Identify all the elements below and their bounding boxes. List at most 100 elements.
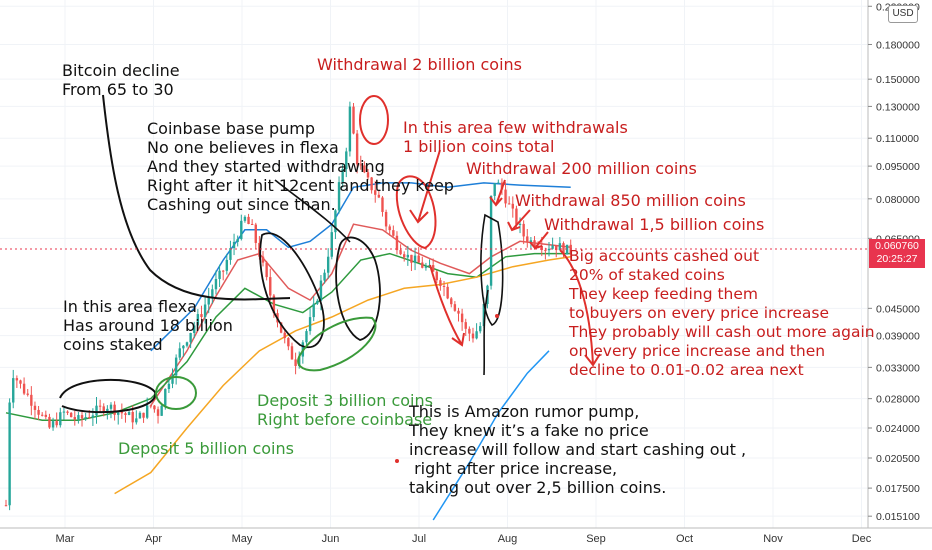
candle-body — [174, 357, 178, 376]
hand-drawings — [59, 94, 601, 463]
candle-body — [135, 418, 138, 423]
candle-body — [8, 402, 11, 506]
candle-body — [363, 165, 366, 173]
candle-body — [15, 378, 19, 381]
candle-body — [308, 317, 312, 332]
candle-body — [359, 164, 362, 166]
candle-body — [145, 405, 149, 418]
candle-body — [457, 310, 460, 314]
candle-body — [341, 169, 344, 183]
y-tick-label: 0.180000 — [876, 39, 920, 51]
candle-body — [250, 224, 254, 226]
candle-body — [370, 177, 373, 191]
price-axis[interactable]: 0.2200000.1800000.1500000.1300000.110000… — [867, 0, 920, 528]
candle-body — [287, 338, 290, 347]
candle-body — [453, 304, 457, 311]
withdrawal-2b-circle — [359, 95, 389, 145]
candle-body — [131, 412, 134, 423]
decline-arrow-1 — [429, 264, 465, 347]
candle-body — [4, 505, 8, 507]
candle-body — [117, 411, 120, 415]
candle-body — [366, 172, 370, 178]
time-axis[interactable]: Mar Apr May Jun Jul Aug Sep Oct Nov Dec — [0, 527, 932, 545]
candle-body — [106, 408, 109, 413]
candle-body — [102, 406, 105, 413]
currency-label[interactable]: USD — [888, 5, 918, 23]
candle-body — [319, 280, 323, 301]
bitcoin-decline-arrow — [102, 94, 291, 301]
candle-body — [167, 383, 171, 390]
annotation-amazon-rumor: This is Amazon rumor pump, They knew it’… — [409, 402, 747, 497]
candle-body — [468, 328, 471, 334]
bar-countdown: 20:25:27 — [876, 253, 918, 265]
pump-circle-2 — [335, 236, 381, 341]
candle-body — [345, 151, 348, 170]
candle-body — [30, 394, 33, 406]
candle-body — [406, 254, 410, 258]
candle-body — [464, 322, 467, 329]
amazon-arrow — [483, 289, 489, 376]
pump-circle-1 — [259, 232, 325, 348]
candle-body — [211, 289, 214, 297]
annotation-big-accounts: Big accounts cashed out 20% of staked co… — [569, 247, 875, 379]
candle-body — [475, 331, 478, 339]
x-tick-label: Jul — [412, 533, 426, 545]
candle-body — [254, 224, 257, 243]
withdrawal-area-arrow — [409, 149, 441, 224]
candle-body — [388, 226, 391, 231]
candle-body — [240, 220, 243, 240]
candle-body — [504, 189, 507, 204]
x-tick-label: May — [232, 533, 253, 545]
last-price-tag: 0.060760 20:25:27 — [869, 239, 925, 268]
candle-body — [392, 230, 395, 236]
candle-body — [109, 404, 113, 409]
candle-body — [182, 345, 185, 349]
candle-body — [22, 383, 26, 394]
candle-body — [417, 255, 420, 263]
candle-body — [171, 375, 174, 384]
candle-body — [207, 296, 210, 305]
deposit-5b-circle — [155, 376, 197, 410]
red-dot-2 — [395, 459, 399, 463]
candlesticks — [4, 101, 572, 511]
candle-body — [323, 272, 326, 281]
candle-body — [269, 277, 272, 296]
candle-body — [203, 304, 207, 318]
candle-body — [555, 245, 558, 251]
candle-body — [279, 322, 283, 333]
candle-body — [565, 244, 569, 255]
x-tick-label: Jun — [322, 533, 340, 545]
candle-body — [431, 265, 435, 272]
candle-body — [214, 278, 218, 290]
candle-body — [460, 313, 464, 323]
candle-body — [138, 412, 142, 419]
candle-body — [95, 405, 98, 416]
withdrawal-1-5b-arrow — [529, 231, 549, 250]
candle-body — [200, 314, 203, 318]
candle-body — [44, 414, 48, 417]
candle-body — [66, 411, 69, 413]
candle-body — [305, 331, 308, 343]
y-tick-label: 0.028000 — [876, 394, 920, 406]
annotation-withdrawal-850m: Withdrawal 850 million coins — [515, 191, 746, 210]
candle-body — [142, 412, 145, 418]
candle-body — [243, 216, 247, 221]
candle-body — [435, 271, 438, 281]
candle-body — [218, 270, 221, 279]
series-line-4 — [432, 350, 550, 521]
red-dot-1 — [495, 314, 499, 318]
candle-body — [48, 416, 51, 428]
x-tick-label: Nov — [763, 533, 783, 545]
candle-body — [518, 223, 522, 225]
candle-body — [439, 280, 442, 286]
candle-body — [236, 239, 239, 242]
candle-body — [316, 300, 319, 304]
candle-body — [196, 314, 200, 326]
candle-body — [26, 393, 29, 395]
coinbase-pump-arrow — [274, 179, 351, 243]
y-tick-label: 0.020500 — [876, 453, 920, 465]
candle-body — [450, 298, 453, 305]
annotation-withdrawal-1-5b: Withdrawal 1,5 billion coins — [544, 215, 765, 234]
candle-body — [526, 236, 529, 243]
